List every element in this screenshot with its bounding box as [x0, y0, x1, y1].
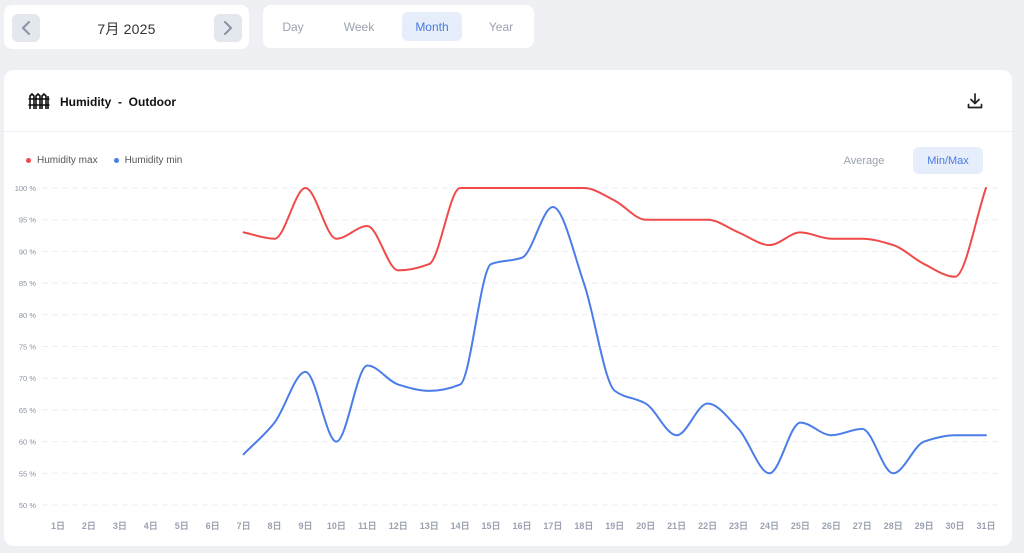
card-title: Humidity - Outdoor: [60, 95, 176, 109]
tab-year[interactable]: Year: [488, 19, 514, 34]
legend-dot: [113, 158, 119, 163]
min-max-mode-button[interactable]: Min/Max: [913, 147, 983, 174]
legend-label: Humidity min: [124, 155, 183, 166]
month-navigator: 7月 2025: [4, 5, 249, 49]
average-mode-button[interactable]: Average: [843, 154, 885, 167]
legend-item-humidity-min[interactable]: Humidity min: [113, 155, 183, 166]
legend-dot: [26, 158, 31, 163]
chevron-left-icon: [22, 21, 30, 35]
previous-month-button[interactable]: [12, 14, 40, 42]
tab-month[interactable]: Month: [402, 12, 462, 41]
tab-week[interactable]: Week: [343, 19, 375, 34]
download-icon[interactable]: [966, 92, 984, 110]
fence-icon: [28, 92, 50, 109]
legend-item-humidity-max[interactable]: Humidity max: [26, 155, 98, 166]
chevron-right-icon: [224, 21, 232, 35]
humidity-card: Humidity - Outdoor Humidity max Humidity…: [4, 70, 1012, 546]
legend-label: Humidity max: [37, 155, 98, 166]
card-header: Humidity - Outdoor: [4, 70, 1012, 132]
current-month-label: 7月 2025: [97, 21, 156, 37]
next-month-button[interactable]: [214, 14, 242, 42]
range-tabs: Day Week Month Year: [263, 5, 534, 48]
chart-legend: Humidity max Humidity min: [26, 155, 182, 166]
tab-day[interactable]: Day: [282, 19, 304, 34]
